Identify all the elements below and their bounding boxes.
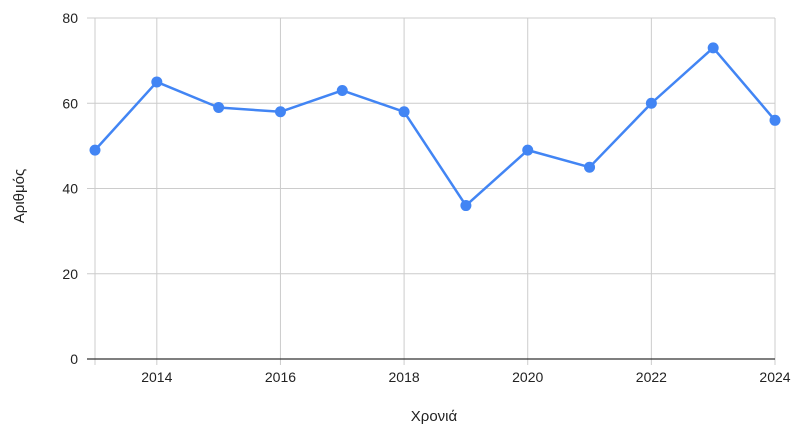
data-point <box>151 76 163 88</box>
data-point <box>522 144 534 156</box>
data-point <box>213 102 225 114</box>
data-point <box>584 161 596 173</box>
data-point <box>460 200 472 212</box>
series-layer <box>89 42 781 212</box>
y-tick-label: 40 <box>62 181 78 197</box>
data-point <box>336 84 348 96</box>
grid-lines <box>87 17 776 365</box>
data-point <box>89 144 101 156</box>
y-tick-label: 80 <box>62 10 78 26</box>
x-tick-label: 2014 <box>141 369 172 385</box>
tick-labels: 0 20 40 60 80 2014 2016 2018 2020 2022 2024 <box>62 10 790 385</box>
data-point <box>707 42 719 54</box>
data-point <box>645 97 657 109</box>
series-line <box>94 46 776 207</box>
data-point <box>398 106 410 118</box>
y-tick-label: 20 <box>62 266 78 282</box>
y-axis-label: Αριθμός <box>11 169 28 223</box>
data-point <box>769 114 781 126</box>
x-axis-label: Χρονιά <box>411 408 458 425</box>
y-tick-label: 0 <box>70 351 78 367</box>
x-tick-label: 2022 <box>636 369 667 385</box>
x-tick-label: 2024 <box>759 369 790 385</box>
data-point <box>274 106 286 118</box>
x-tick-label: 2016 <box>265 369 296 385</box>
x-tick-label: 2018 <box>389 369 420 385</box>
x-tick-label: 2020 <box>512 369 543 385</box>
y-tick-label: 60 <box>62 95 78 111</box>
